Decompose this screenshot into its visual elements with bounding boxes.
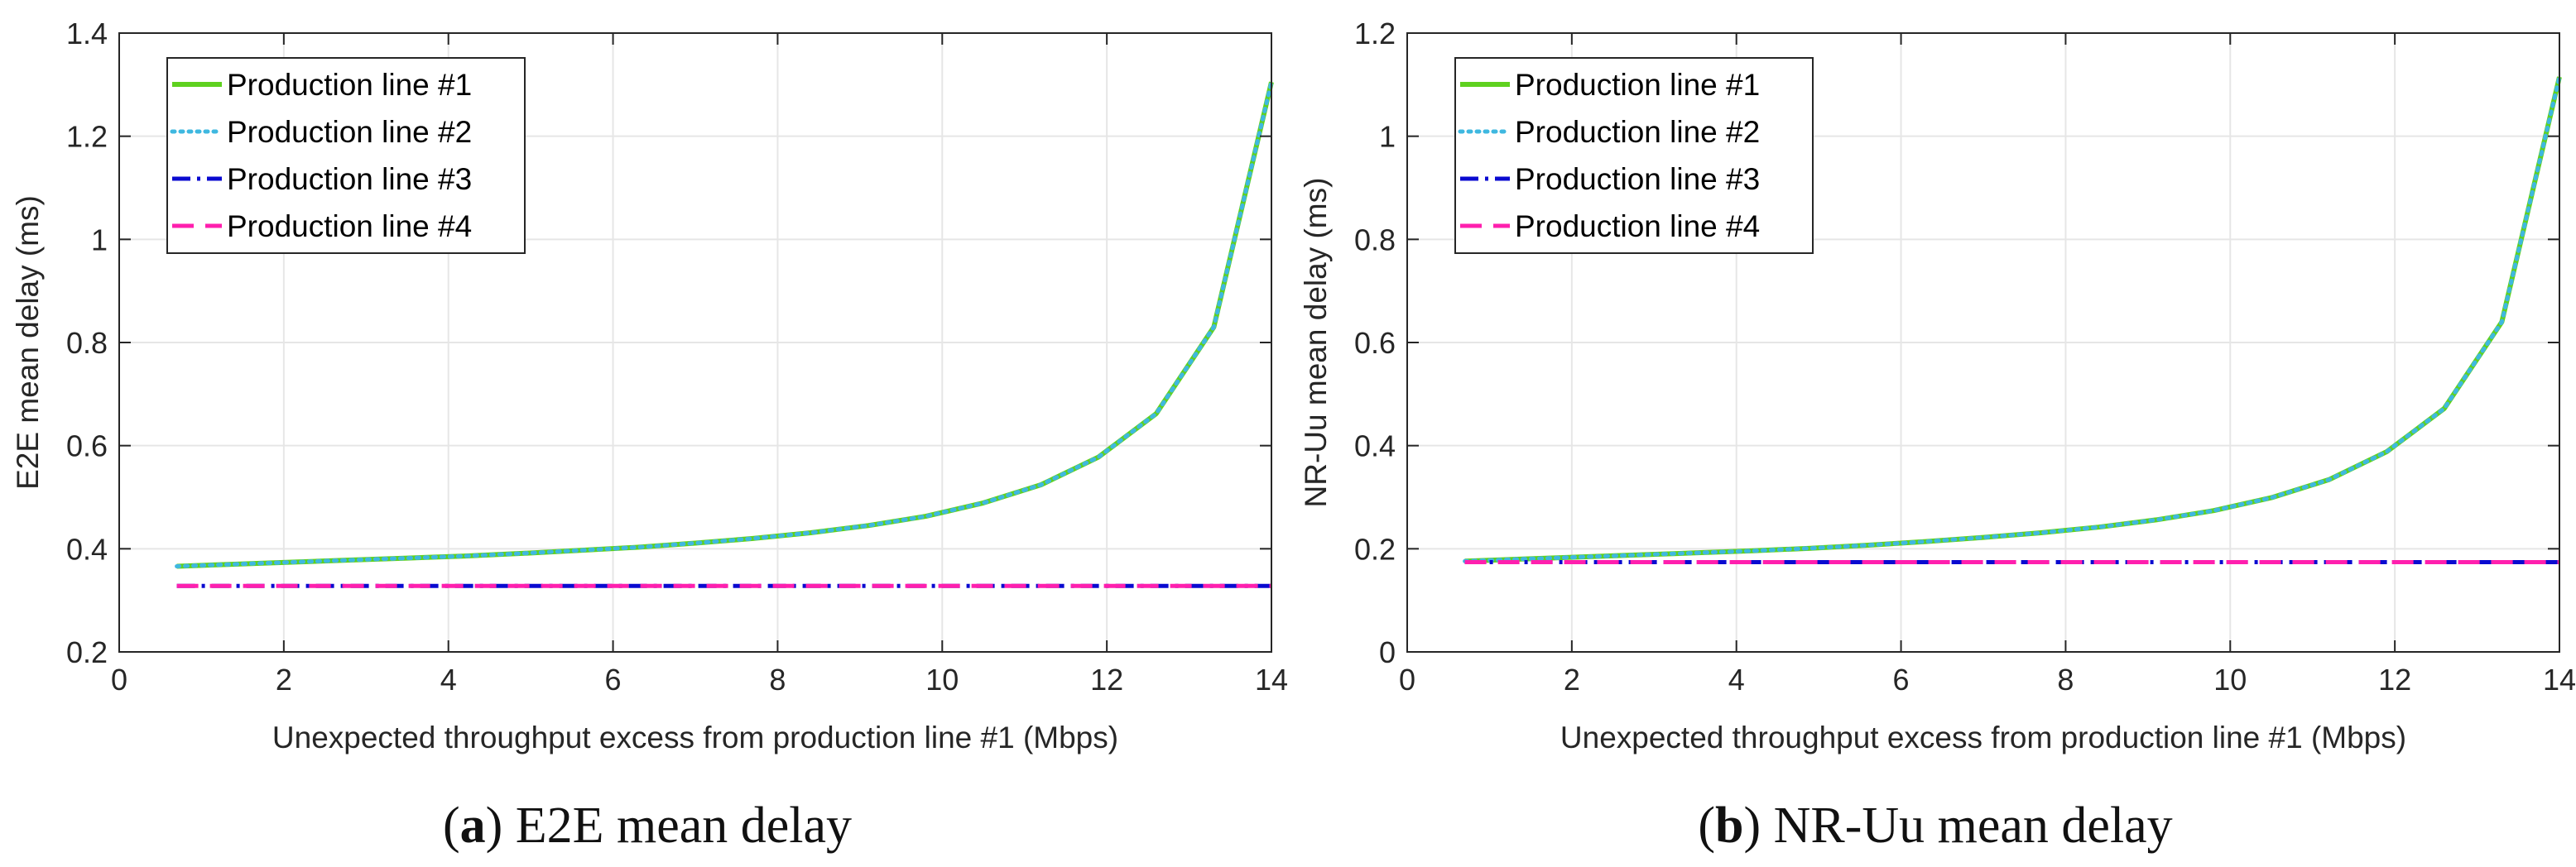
- caption-paren-open: (: [443, 798, 460, 854]
- legend-label-2: Production line #2: [227, 115, 472, 149]
- legend-label-3: Production line #3: [227, 162, 472, 196]
- legend-label-4: Production line #4: [227, 209, 472, 243]
- chart-nr-uu-mean-delay: 0 2 4 6 8 10 12 14 0 0.2 0.4 0.6 0.8 1 1.2 Unexpected t…: [1299, 17, 2576, 754]
- x-tick-label: 12: [2378, 663, 2411, 697]
- y-tick-label: 0.8: [66, 326, 108, 360]
- legend-box: [1454, 57, 1814, 254]
- caption-label: a: [460, 798, 486, 854]
- caption-text: NR-Uu mean delay: [1774, 798, 2173, 854]
- legend: Production line #1 Production line #2 Prod…: [166, 57, 526, 254]
- y-tick-label: 0.6: [66, 429, 108, 463]
- x-tick-label: 10: [925, 663, 959, 697]
- y-axis-label: E2E mean delay (ms): [11, 195, 45, 490]
- x-tick-label: 8: [769, 663, 786, 697]
- y-tick-label: 1.2: [66, 120, 108, 154]
- series-line-2: [1463, 74, 2562, 563]
- y-axis-label: NR-Uu mean delay (ms): [1299, 178, 1333, 508]
- y-tick-label: 0.4: [66, 532, 108, 566]
- x-tick-label: 8: [2057, 663, 2074, 697]
- caption-text: E2E mean delay: [516, 798, 852, 854]
- y-tick-label: 0: [1379, 635, 1396, 669]
- x-tick-label: 0: [1399, 663, 1415, 697]
- caption-paren-close: ): [486, 798, 516, 854]
- x-tick-label: 14: [1255, 663, 1288, 697]
- x-axis-label: Unexpected throughput excess from produc…: [1560, 721, 2406, 754]
- y-tick-label: 0.8: [1354, 223, 1396, 256]
- captions: (a) E2E mean delay (b) NR-Uu mean delay: [443, 798, 2173, 854]
- x-tick-label: 6: [605, 663, 622, 697]
- y-tick-label: 1: [1379, 120, 1396, 154]
- legend-label-1: Production line #1: [227, 68, 472, 102]
- x-tick-label: 4: [1728, 663, 1745, 697]
- y-tick-label: 1: [91, 223, 108, 256]
- y-tick-label: 0.4: [1354, 429, 1396, 463]
- x-tick-label: 2: [276, 663, 292, 697]
- caption-b: (b) NR-Uu mean delay: [1698, 798, 2172, 854]
- legend-box: [166, 57, 526, 254]
- x-tick-label: 0: [111, 663, 127, 697]
- caption-paren-close: ): [1743, 798, 1773, 854]
- x-tick-label: 10: [2213, 663, 2247, 697]
- y-tick-label: 0.6: [1354, 326, 1396, 360]
- x-tick-label: 6: [1893, 663, 1910, 697]
- x-tick-label: 14: [2543, 663, 2576, 697]
- x-tick-label: 4: [440, 663, 457, 697]
- y-tick-label: 0.2: [66, 635, 108, 669]
- y-tick-label: 1.4: [66, 17, 108, 50]
- legend-label-1: Production line #1: [1515, 68, 1760, 102]
- legend-label-2: Production line #2: [1515, 115, 1760, 149]
- x-axis-label: Unexpected throughput excess from produc…: [272, 721, 1118, 754]
- caption-a: (a) E2E mean delay: [443, 798, 852, 854]
- caption-paren-open: (: [1698, 798, 1715, 854]
- y-tick-label: 0.2: [1354, 532, 1396, 566]
- legend-label-3: Production line #3: [1515, 162, 1760, 196]
- legend: Production line #1 Production line #2 Prod…: [1454, 57, 1814, 254]
- series-line-2: [175, 79, 1274, 568]
- caption-label: b: [1715, 798, 1743, 854]
- legend-label-4: Production line #4: [1515, 209, 1760, 243]
- x-tick-label: 2: [1564, 663, 1580, 697]
- x-tick-label: 12: [1090, 663, 1123, 697]
- y-tick-label: 1.2: [1354, 17, 1396, 50]
- chart-e2e-mean-delay: 0 2 4 6 8 10 12 14 0.2 0.4 0.6 0.8 1 1.2 1.4 Unexpected…: [11, 17, 1288, 754]
